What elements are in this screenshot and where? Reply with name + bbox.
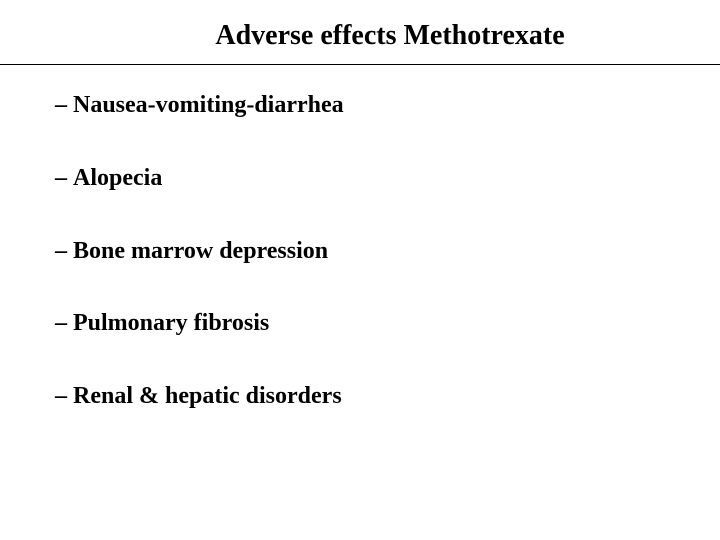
list-item: –Nausea-vomiting-diarrhea	[55, 91, 720, 120]
bullet-text: Renal & hepatic disorders	[73, 383, 342, 409]
bullet-list: –Nausea-vomiting-diarrhea –Alopecia –Bon…	[0, 65, 720, 411]
bullet-marker: –	[55, 309, 67, 338]
bullet-text: Nausea-vomiting-diarrhea	[73, 92, 344, 118]
bullet-marker: –	[55, 382, 67, 411]
bullet-marker: –	[55, 91, 67, 120]
bullet-text: Alopecia	[73, 165, 162, 191]
bullet-marker: –	[55, 237, 67, 266]
slide-container: Adverse effects Methotrexate –Nausea-vom…	[0, 0, 720, 540]
list-item: –Renal & hepatic disorders	[55, 382, 720, 411]
slide-title: Adverse effects Methotrexate	[0, 20, 720, 52]
list-item: –Bone marrow depression	[55, 237, 720, 266]
bullet-text: Bone marrow depression	[73, 238, 328, 264]
bullet-text: Pulmonary fibrosis	[73, 310, 269, 336]
bullet-marker: –	[55, 164, 67, 193]
list-item: –Pulmonary fibrosis	[55, 309, 720, 338]
list-item: –Alopecia	[55, 164, 720, 193]
